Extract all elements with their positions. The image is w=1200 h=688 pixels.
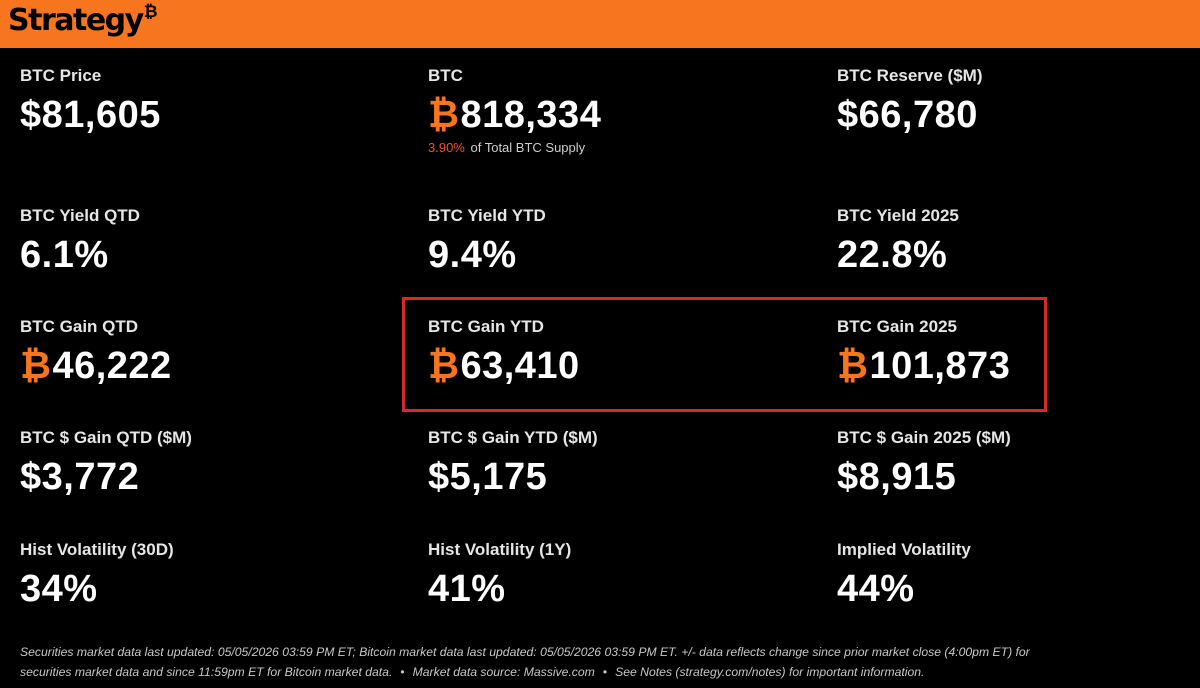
metric-value: $3,772 bbox=[20, 456, 140, 498]
metric-value: $5,175 bbox=[428, 456, 548, 498]
metric-label: BTC Yield QTD bbox=[20, 206, 140, 225]
metric-label: BTC Gain 2025 bbox=[837, 317, 957, 336]
metric-label: BTC Gain YTD bbox=[428, 317, 544, 336]
metric-value: ₿63,410 bbox=[428, 345, 580, 387]
metric-yield-qtd: BTC Yield QTD 6.1% bbox=[20, 206, 400, 276]
logo-text: Strategy bbox=[8, 3, 144, 38]
metric-label: BTC bbox=[428, 66, 463, 85]
bitcoin-logo-icon: ₿ bbox=[143, 2, 158, 22]
bullet-separator: • bbox=[400, 665, 405, 679]
notes-link[interactable]: See Notes (strategy.com/notes) for impor… bbox=[615, 665, 925, 679]
metric-value: ₿46,222 bbox=[20, 345, 172, 387]
footer-line-2: securities market data and since 11:59pm… bbox=[20, 662, 1195, 682]
metric-label: BTC Yield 2025 bbox=[837, 206, 959, 225]
metric-label: Implied Volatility bbox=[837, 540, 971, 559]
metric-implied-vol: Implied Volatility 44% bbox=[837, 540, 1200, 610]
metric-label: BTC Reserve ($M) bbox=[837, 66, 983, 85]
metric-value: $81,605 bbox=[20, 94, 161, 136]
supply-share: 3.90% of Total BTC Supply bbox=[428, 140, 808, 155]
highlight-box bbox=[402, 297, 1047, 412]
bitcoin-icon: ₿ bbox=[428, 345, 460, 387]
footer-line-1: Securities market data last updated: 05/… bbox=[20, 645, 1030, 659]
metric-value: ₿101,873 bbox=[837, 345, 1011, 387]
metric-value: 9.4% bbox=[428, 234, 517, 276]
footer-disclaimer: Securities market data last updated: 05/… bbox=[20, 642, 1195, 682]
metric-btc-price: BTC Price $81,605 bbox=[20, 66, 400, 136]
metric-value: 44% bbox=[837, 568, 915, 610]
bitcoin-icon: ₿ bbox=[20, 345, 52, 387]
metric-value: 6.1% bbox=[20, 234, 109, 276]
metric-value: 22.8% bbox=[837, 234, 948, 276]
metric-btc-holdings: BTC ₿818,334 3.90% of Total BTC Supply bbox=[428, 66, 808, 155]
metric-usd-gain-2025: BTC $ Gain 2025 ($M) $8,915 bbox=[837, 428, 1200, 498]
metric-hist-vol-30d: Hist Volatility (30D) 34% bbox=[20, 540, 400, 610]
bullet-separator: • bbox=[602, 665, 608, 679]
metric-usd-gain-qtd: BTC $ Gain QTD ($M) $3,772 bbox=[20, 428, 400, 498]
metric-btc-reserve: BTC Reserve ($M) $66,780 bbox=[837, 66, 1200, 136]
metric-gain-2025: BTC Gain 2025 ₿101,873 bbox=[837, 317, 1200, 387]
metric-gain-ytd: BTC Gain YTD ₿63,410 bbox=[428, 317, 808, 387]
supply-percent: 3.90% bbox=[428, 140, 465, 155]
bitcoin-icon: ₿ bbox=[837, 345, 869, 387]
metric-label: Hist Volatility (1Y) bbox=[428, 540, 572, 559]
data-source-link[interactable]: Market data source: Massive.com bbox=[412, 665, 595, 679]
supply-text: of Total BTC Supply bbox=[470, 140, 586, 155]
metric-label: BTC $ Gain YTD ($M) bbox=[428, 428, 598, 447]
metric-value: 41% bbox=[428, 568, 506, 610]
metric-label: BTC $ Gain 2025 ($M) bbox=[837, 428, 1011, 447]
metric-label: BTC Gain QTD bbox=[20, 317, 139, 336]
footer-update-note: securities market data and since 11:59pm… bbox=[20, 665, 393, 679]
metric-value: ₿818,334 bbox=[428, 94, 602, 136]
metric-gain-qtd: BTC Gain QTD ₿46,222 bbox=[20, 317, 400, 387]
bitcoin-icon: ₿ bbox=[428, 94, 460, 136]
metric-yield-ytd: BTC Yield YTD 9.4% bbox=[428, 206, 808, 276]
metric-value: 34% bbox=[20, 568, 98, 610]
metric-value: $8,915 bbox=[837, 456, 957, 498]
strategy-logo[interactable]: Strategy ₿ bbox=[8, 1, 158, 41]
metric-value: $66,780 bbox=[837, 94, 978, 136]
metric-label: Hist Volatility (30D) bbox=[20, 540, 174, 559]
metric-yield-2025: BTC Yield 2025 22.8% bbox=[837, 206, 1200, 276]
metric-label: BTC Price bbox=[20, 66, 102, 85]
metric-hist-vol-1y: Hist Volatility (1Y) 41% bbox=[428, 540, 808, 610]
header-bar: Strategy ₿ bbox=[0, 0, 1200, 48]
metric-label: BTC Yield YTD bbox=[428, 206, 546, 225]
metric-usd-gain-ytd: BTC $ Gain YTD ($M) $5,175 bbox=[428, 428, 808, 498]
metric-label: BTC $ Gain QTD ($M) bbox=[20, 428, 192, 447]
